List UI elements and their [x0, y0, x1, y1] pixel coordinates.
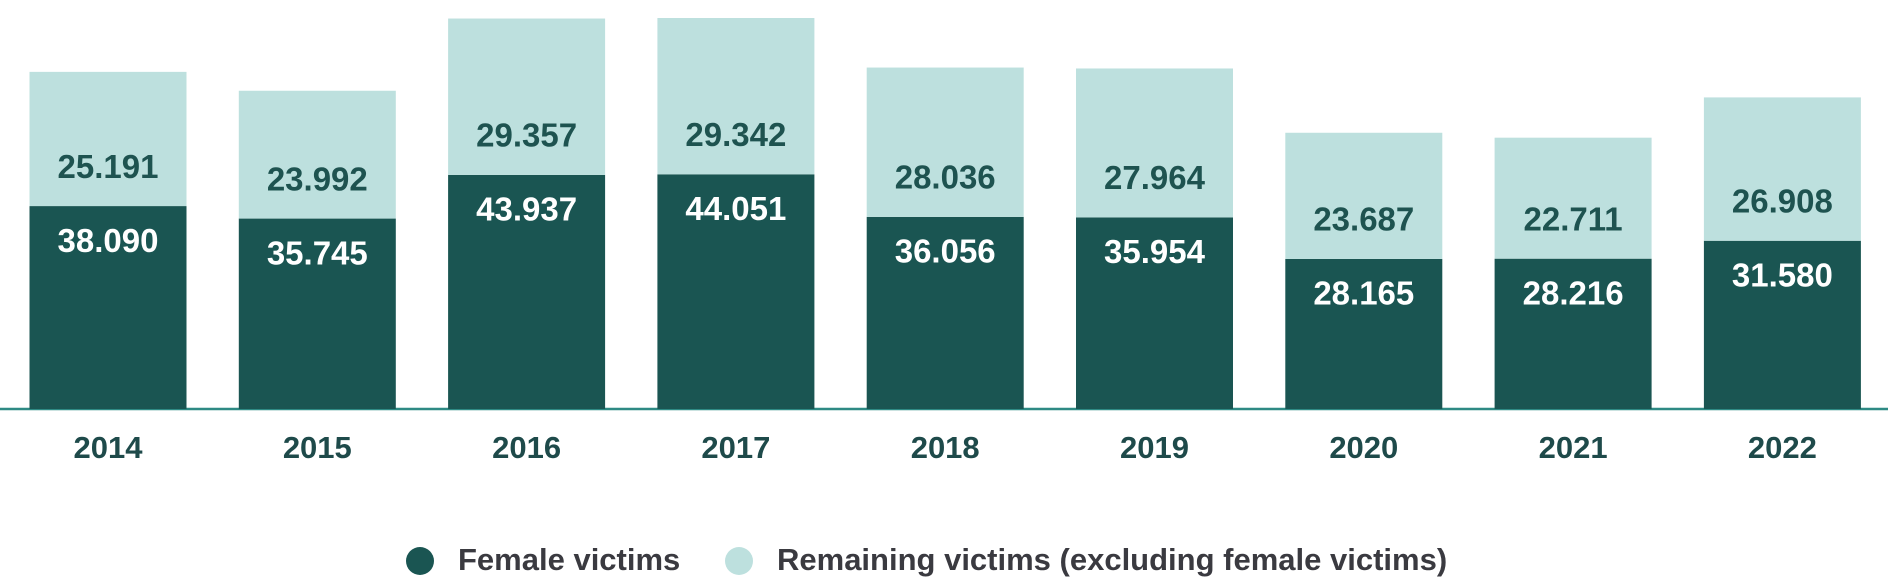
- x-tick-label: 2020: [1329, 430, 1398, 465]
- x-tick-label: 2022: [1748, 430, 1817, 465]
- value-label: 35.745: [267, 234, 368, 271]
- x-tick-label: 2018: [911, 430, 980, 465]
- value-label: 26.908: [1732, 182, 1833, 219]
- legend-label: Female victims: [458, 542, 680, 577]
- bar-segment: [1285, 132, 1443, 259]
- bar-segment: [657, 174, 815, 409]
- value-label: 35.954: [1104, 233, 1206, 270]
- bar-segment: [238, 218, 396, 409]
- value-label: 31.580: [1732, 256, 1833, 293]
- x-tick-label: 2014: [74, 430, 144, 465]
- bar-segment: [1494, 258, 1652, 409]
- value-label: 36.056: [895, 233, 996, 270]
- legend-swatch: [406, 547, 434, 575]
- bar-segment: [29, 206, 187, 409]
- x-tick-label: 2016: [492, 430, 561, 465]
- value-label: 29.357: [476, 117, 577, 154]
- value-label: 23.687: [1313, 201, 1414, 238]
- legend-label: Remaining victims (excluding female vict…: [777, 542, 1447, 577]
- value-label: 28.165: [1313, 275, 1414, 312]
- bar-segment: [1494, 137, 1652, 259]
- value-label: 44.051: [685, 190, 786, 227]
- bar-segment: [866, 216, 1024, 409]
- bar-segment: [1076, 68, 1233, 218]
- bar-segment: [29, 71, 187, 207]
- value-label: 22.711: [1524, 200, 1623, 237]
- x-tick-label: 2015: [283, 430, 352, 465]
- value-label: 25.191: [58, 148, 159, 185]
- value-label: 43.937: [476, 191, 577, 228]
- x-tick-label: 2019: [1120, 430, 1189, 465]
- bar-segment: [1285, 258, 1443, 409]
- bar-segment: [448, 174, 606, 409]
- value-label: 27.964: [1104, 159, 1206, 196]
- value-label: 28.036: [895, 159, 996, 196]
- bar-segment: [866, 67, 1024, 217]
- bar-segment: [1076, 217, 1233, 409]
- bar-segment: [657, 18, 815, 175]
- bar-segment: [1703, 97, 1861, 241]
- x-tick-label: 2021: [1539, 430, 1608, 465]
- value-label: 23.992: [267, 160, 368, 197]
- value-label: 38.090: [58, 222, 159, 259]
- bar-segment: [448, 18, 606, 175]
- bar-segment: [238, 90, 396, 219]
- legend-swatch: [725, 547, 753, 575]
- value-label: 29.342: [685, 116, 786, 153]
- value-label: 28.216: [1523, 274, 1624, 311]
- bar-segment: [1703, 240, 1861, 409]
- x-tick-label: 2017: [701, 430, 770, 465]
